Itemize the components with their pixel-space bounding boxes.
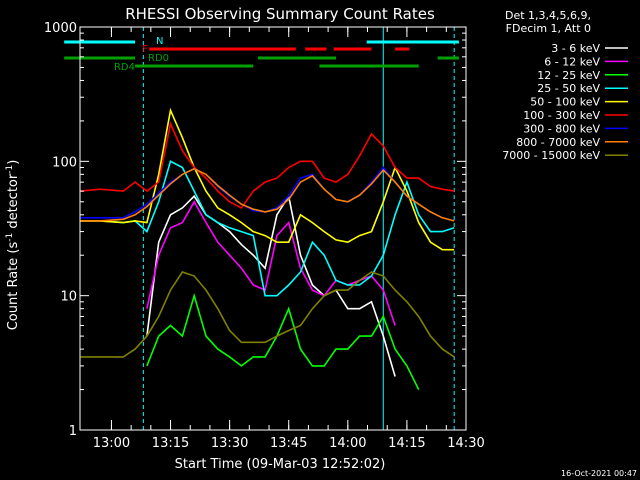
plot-frame — [79, 26, 467, 431]
legend-header-detectors: Det 1,3,4,5,6,9, — [505, 9, 591, 22]
y-axis-label: Count Rate (s-1 detector-1) — [5, 160, 21, 331]
x-tick-label: 13:15 — [152, 436, 189, 451]
legend-label-4: 50 - 100 keV — [530, 96, 600, 109]
footer-date: 16-Oct-2021 00:47 — [561, 469, 637, 478]
legend-label-1: 6 - 12 keV — [544, 55, 600, 68]
legend-label-3: 25 - 50 keV — [537, 82, 600, 95]
series-line-7 — [80, 167, 455, 222]
y-tick-label: 10 — [60, 290, 77, 305]
series-line-8 — [80, 271, 455, 358]
legend-label-5: 100 - 300 keV — [523, 109, 600, 122]
x-tick-label: 13:00 — [93, 436, 130, 451]
legend-label-0: 3 - 6 keV — [551, 42, 600, 55]
chart-title: RHESSI Observing Summary Count Rates — [125, 5, 435, 23]
x-axis-label: Start Time (09-Mar-03 12:52:02) — [175, 457, 386, 472]
legend-label-7: 800 - 7000 keV — [516, 136, 600, 149]
series-line-1 — [146, 200, 396, 326]
x-tick-label: 13:30 — [211, 436, 248, 451]
y-tick-label: 1000 — [44, 21, 77, 36]
x-tick-label: 13:45 — [270, 436, 307, 451]
series-line-0 — [146, 194, 396, 377]
x-tick-label: 14:00 — [329, 436, 366, 451]
flag-label-f: F — [142, 44, 148, 55]
legend-label-2: 12 - 25 keV — [537, 69, 600, 82]
series-line-3 — [80, 160, 455, 297]
x-tick-label: 14:15 — [388, 436, 425, 451]
flag-label-rd4: RD4 — [114, 62, 135, 73]
series-line-2 — [146, 292, 420, 390]
legend-label-6: 300 - 800 keV — [523, 122, 600, 135]
flag-label-n: N — [156, 36, 163, 47]
y-tick-label: 1 — [69, 424, 77, 439]
x-tick-label: 14:30 — [447, 436, 484, 451]
series-line-5 — [80, 121, 455, 209]
flag-label-rd0: RD0 — [148, 53, 169, 64]
legend-header-decimation: FDecim 1, Att 0 — [506, 22, 591, 35]
y-tick-label: 100 — [52, 155, 77, 170]
legend-label-8: 7000 - 15000 keV — [502, 149, 600, 162]
